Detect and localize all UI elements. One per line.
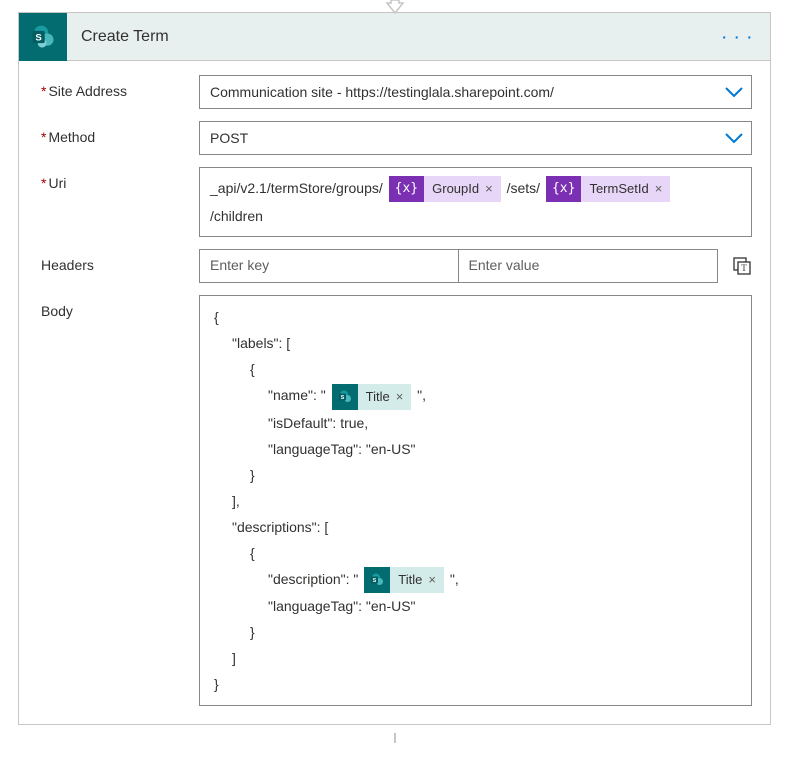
body-input[interactable]: { "labels": [ { "name": " S xyxy=(199,295,752,706)
token-group-id[interactable]: {x} GroupId × xyxy=(389,176,501,202)
row-body: Body { "labels": [ { "name": " xyxy=(41,295,752,706)
sharepoint-icon: S xyxy=(19,13,67,61)
body-line: "name": " S Title xyxy=(214,382,741,409)
action-title[interactable]: Create Term xyxy=(81,28,716,46)
action-menu-button[interactable]: · · · xyxy=(716,29,760,45)
body-line: "languageTag": "en-US" xyxy=(214,436,741,462)
body-line: { xyxy=(214,356,741,382)
sharepoint-mini-icon: S xyxy=(332,384,358,410)
token-title[interactable]: S Title × xyxy=(332,384,412,410)
uri-text-mid: /sets/ xyxy=(507,180,540,196)
body-line: "languageTag": "en-US" xyxy=(214,593,741,619)
token-label: Title xyxy=(366,384,390,410)
token-label: TermSetId xyxy=(589,175,648,203)
method-value: POST xyxy=(210,130,248,146)
body-line: } xyxy=(214,671,741,697)
action-card: S Create Term · · · Site Address Communi… xyxy=(18,12,771,725)
body-line: "labels": [ xyxy=(214,330,741,356)
token-label: Title xyxy=(398,567,422,593)
svg-text:S: S xyxy=(340,395,344,401)
svg-text:S: S xyxy=(35,32,42,43)
token-label: GroupId xyxy=(432,175,479,203)
label-site-address: Site Address xyxy=(41,75,199,99)
token-term-set-id[interactable]: {x} TermSetId × xyxy=(546,176,670,202)
body-line: ], xyxy=(214,488,741,514)
body-line: { xyxy=(214,540,741,566)
method-dropdown[interactable]: POST xyxy=(199,121,752,155)
chevron-down-icon xyxy=(725,86,743,98)
site-address-dropdown[interactable]: Communication site - https://testinglala… xyxy=(199,75,752,109)
row-method: Method POST xyxy=(41,121,752,155)
connector-bottom xyxy=(0,733,789,743)
header-value-input[interactable]: Enter value xyxy=(459,249,718,283)
body-line: { xyxy=(214,304,741,330)
row-uri: Uri _api/v2.1/termStore/groups/ {x} Grou… xyxy=(41,167,752,237)
body-line: ] xyxy=(214,645,741,671)
fx-icon: {x} xyxy=(546,176,581,202)
svg-text:S: S xyxy=(373,578,377,584)
token-remove-icon[interactable]: × xyxy=(396,384,404,410)
label-body: Body xyxy=(41,295,199,319)
header-key-input[interactable]: Enter key xyxy=(199,249,459,283)
label-headers: Headers xyxy=(41,249,199,273)
header-value-placeholder: Enter value xyxy=(469,257,540,273)
headers-switch-mode-button[interactable]: T xyxy=(732,255,752,278)
uri-text-suffix: /children xyxy=(210,208,263,224)
body-line: "descriptions": [ xyxy=(214,514,741,540)
action-body: Site Address Communication site - https:… xyxy=(19,61,770,724)
token-title[interactable]: S Title × xyxy=(364,567,444,593)
body-line: } xyxy=(214,619,741,645)
token-remove-icon[interactable]: × xyxy=(485,175,493,203)
uri-text-prefix: _api/v2.1/termStore/groups/ xyxy=(210,180,383,196)
body-line: } xyxy=(214,462,741,488)
body-line: "isDefault": true, xyxy=(214,410,741,436)
uri-input[interactable]: _api/v2.1/termStore/groups/ {x} GroupId … xyxy=(199,167,752,237)
action-header[interactable]: S Create Term · · · xyxy=(19,13,770,61)
chevron-down-icon xyxy=(725,132,743,144)
site-address-value: Communication site - https://testinglala… xyxy=(210,84,554,100)
label-uri: Uri xyxy=(41,167,199,191)
fx-icon: {x} xyxy=(389,176,424,202)
body-line: "description": " S xyxy=(214,566,741,593)
row-site-address: Site Address Communication site - https:… xyxy=(41,75,752,109)
svg-text:T: T xyxy=(741,263,747,273)
token-remove-icon[interactable]: × xyxy=(655,175,663,203)
row-headers: Headers Enter key Enter value T xyxy=(41,249,752,283)
sharepoint-mini-icon: S xyxy=(364,567,390,593)
token-remove-icon[interactable]: × xyxy=(428,567,436,593)
header-key-placeholder: Enter key xyxy=(210,257,269,273)
label-method: Method xyxy=(41,121,199,145)
